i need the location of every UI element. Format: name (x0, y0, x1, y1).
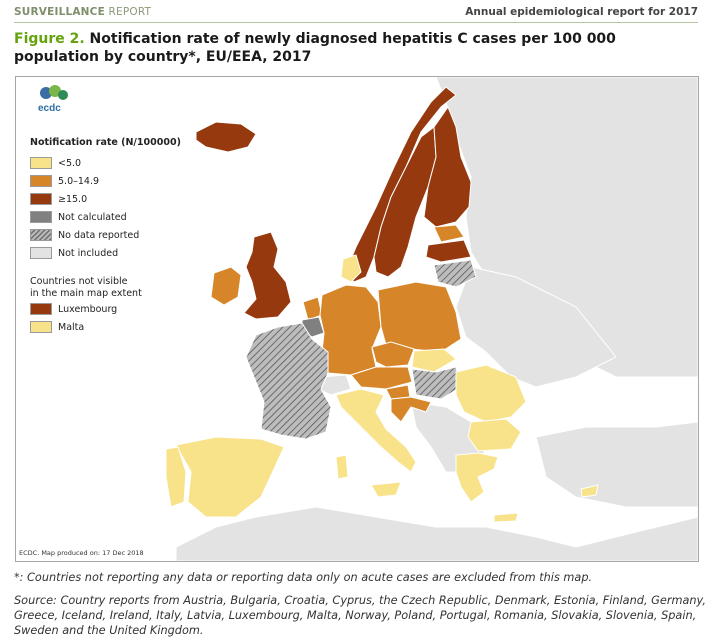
country-poland (377, 281, 462, 353)
ecdc-logo: ecdc (36, 83, 72, 117)
legend-item-luxembourg: Luxembourg (30, 300, 181, 318)
country-croatia (390, 396, 432, 423)
report-header: SURVEILLANCE REPORT Annual epidemiologic… (14, 4, 698, 23)
europe-map (165, 77, 698, 561)
ecdc-logo-icon: ecdc (38, 85, 68, 114)
legend-label-low: <5.0 (58, 157, 82, 169)
country-norway (345, 86, 457, 283)
country-italy (335, 388, 417, 473)
country-finland (423, 105, 472, 228)
country-hungary (411, 366, 462, 400)
north-africa-region (175, 506, 698, 561)
map-legend: Notification rate (N/100000) <5.0 5.0–14… (30, 137, 181, 336)
legend-item-not-included: Not included (30, 244, 181, 262)
country-germany (319, 284, 382, 376)
legend-subtitle-line2: in the main map extent (30, 288, 142, 299)
turkey-region (535, 421, 698, 508)
legend-swatch-mid (30, 175, 52, 187)
legend-item-not-calculated: Not calculated (30, 208, 181, 226)
legend-label-no-data: No data reported (58, 229, 140, 241)
country-romania (455, 364, 527, 423)
figure-footnote: *: Countries not reporting any data or r… (14, 571, 593, 584)
country-austria (350, 366, 413, 390)
country-estonia (433, 224, 465, 243)
map-produced-note: ECDC. Map produced on: 17 Dec 2018 (19, 549, 144, 557)
country-iceland (195, 121, 257, 153)
legend-swatch-high (30, 193, 52, 205)
figure-title: Figure 2. Notification rate of newly dia… (14, 30, 704, 66)
country-sardinia (335, 454, 349, 480)
figure-caption: Notification rate of newly diagnosed hep… (14, 31, 616, 65)
country-bulgaria (467, 418, 522, 452)
country-lithuania (433, 259, 477, 288)
ecdc-logo-text: ecdc (38, 103, 61, 114)
legend-swatch-not-included (30, 247, 52, 259)
legend-label-not-calculated: Not calculated (58, 211, 127, 223)
legend-label-mid: 5.0–14.9 (58, 175, 100, 187)
country-greece (455, 452, 499, 503)
legend-small-countries-title: Countries not visible in the main map ex… (30, 276, 181, 300)
legend-item-no-data: No data reported (30, 226, 181, 244)
country-czech-republic (371, 341, 415, 368)
figure-source: Source: Country reports from Austria, Bu… (14, 594, 706, 637)
legend-item-high: ≥15.0 (30, 190, 181, 208)
legend-label-malta: Malta (58, 321, 85, 333)
country-slovakia (411, 348, 457, 373)
figure-label: Figure 2. (14, 31, 85, 47)
country-ireland (210, 266, 242, 306)
legend-swatch-luxembourg (30, 303, 52, 315)
legend-label-high: ≥15.0 (58, 193, 88, 205)
legend-item-mid: 5.0–14.9 (30, 172, 181, 190)
country-latvia (425, 239, 472, 263)
country-spain (175, 436, 285, 518)
legend-swatch-no-data (30, 229, 52, 241)
map-panel: ecdc Notification rate (N/100000) <5.0 5… (15, 76, 699, 562)
country-portugal (165, 446, 187, 508)
legend-subtitle-line1: Countries not visible (30, 276, 128, 287)
report-series-rest: REPORT (104, 6, 152, 18)
legend-label-not-included: Not included (58, 247, 119, 259)
legend-swatch-low (30, 157, 52, 169)
country-denmark (340, 254, 362, 283)
country-united-kingdom (243, 231, 292, 320)
report-series-bold: SURVEILLANCE (14, 6, 105, 18)
legend-title: Notification rate (N/100000) (30, 137, 181, 148)
legend-swatch-malta (30, 321, 52, 333)
legend-swatch-not-calculated (30, 211, 52, 223)
legend-item-malta: Malta (30, 318, 181, 336)
country-cyprus (580, 484, 599, 498)
legend-item-low: <5.0 (30, 154, 181, 172)
country-sicily (370, 481, 402, 498)
report-title: Annual epidemiological report for 2017 (465, 6, 698, 18)
country-crete (493, 512, 519, 523)
report-series: SURVEILLANCE REPORT (14, 6, 151, 18)
eastern-europe-region (455, 266, 617, 388)
country-france (245, 322, 332, 440)
legend-label-luxembourg: Luxembourg (58, 303, 118, 315)
